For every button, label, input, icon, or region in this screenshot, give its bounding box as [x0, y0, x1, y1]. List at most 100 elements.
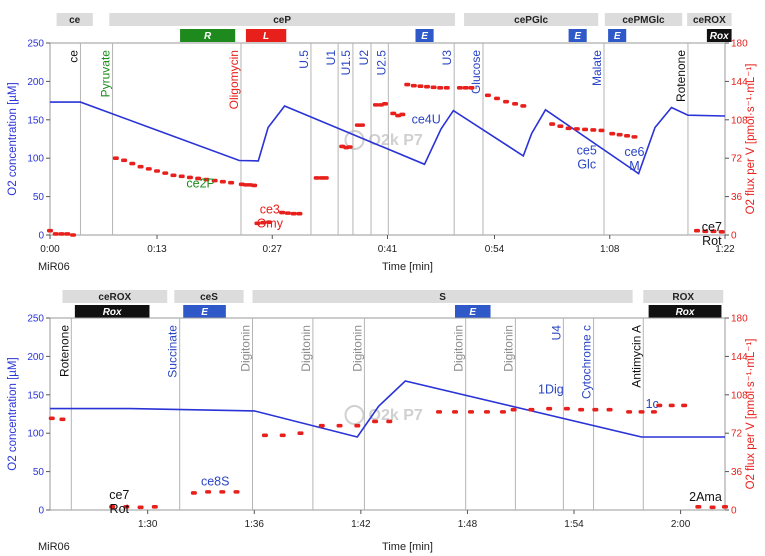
y-left-tick-label: 100 [27, 429, 44, 440]
annotation-text: ce7 [702, 220, 722, 234]
flux-point [563, 406, 570, 411]
y-left-tick-label: 250 [27, 39, 44, 50]
flux-point [609, 131, 616, 136]
event-label: Rotenone [674, 50, 688, 102]
flux-segment [695, 505, 728, 510]
event-label: Succinate [166, 325, 180, 378]
chart-panel-2: ceROX ceS S ROX Rox E E Rox O2k P7 Rotenone Succin… [7, 290, 757, 553]
state-label: ceROX [693, 15, 726, 26]
x-tick-label: 0:00 [40, 244, 60, 255]
state-bar [56, 13, 93, 26]
annotation: ce8S [201, 474, 230, 488]
flux-point [372, 103, 379, 107]
flux-segment [47, 228, 77, 237]
flux-segment [254, 220, 272, 226]
flux-point [694, 228, 701, 233]
flux-point [318, 423, 325, 428]
medium-label: MiR06 [38, 261, 70, 273]
flux-point [151, 505, 158, 509]
flux-point [456, 86, 463, 90]
flux-point [573, 127, 580, 131]
flux-point [290, 211, 297, 216]
flux-point [437, 86, 444, 90]
event-label: U2 [357, 50, 371, 66]
y-right-tick-label: 180 [731, 314, 748, 325]
flux-point [468, 86, 475, 90]
flux-point [336, 423, 343, 428]
flux-point [499, 410, 506, 414]
flux-point [121, 158, 128, 163]
annotation-text: ce3 [260, 202, 280, 216]
flux-point [162, 171, 169, 175]
tag-bar [608, 29, 627, 42]
tag-label: E [201, 307, 208, 318]
annotation: 2Ama [689, 490, 722, 504]
tag-label: L [263, 31, 269, 42]
x-axis-title: Time [min] [382, 261, 433, 273]
event-label: U.5 [297, 50, 311, 69]
state-bar [687, 13, 732, 26]
y-right-tick-label: 72 [731, 429, 743, 440]
flux-segment [318, 423, 361, 428]
flux-segment [390, 111, 406, 118]
flux-point [436, 410, 443, 414]
event-label: U1 [324, 50, 338, 66]
annotation-text: Omy [257, 216, 284, 230]
flux-point [592, 407, 599, 412]
flux-point [372, 419, 379, 424]
flux-point [284, 211, 291, 215]
flux-point [510, 407, 517, 412]
annotation-text: ce6 [624, 145, 644, 159]
flux-segment [609, 131, 638, 139]
flux-point [170, 173, 177, 178]
flux-point [578, 407, 585, 412]
flux-point [251, 183, 258, 188]
state-label: ROX [672, 292, 694, 303]
y-left-tick-label: 150 [27, 390, 44, 401]
watermark-logo [344, 405, 365, 425]
x-tick-label: 0:54 [485, 244, 505, 255]
annotation-text: ce5 [577, 143, 597, 157]
flux-point [137, 505, 144, 510]
flux-point [64, 232, 71, 236]
y-right-tick-label: 0 [731, 506, 737, 517]
flux-point [203, 177, 210, 182]
tag-bar [455, 305, 491, 318]
flux-segment [510, 406, 570, 412]
tag-label: E [421, 31, 428, 42]
flux-point [493, 96, 500, 101]
flux-point [109, 505, 116, 509]
tag-label: Rox [676, 307, 695, 318]
watermark: O2k P7 [369, 407, 423, 424]
state-bar [252, 290, 633, 303]
state-label: cePMGlc [622, 15, 665, 26]
flux-point [297, 431, 304, 435]
flux-segment [578, 407, 613, 412]
state-label: ceROX [98, 292, 131, 303]
flux-point [656, 403, 663, 408]
annotation-text: ce8S [201, 474, 230, 488]
flux-point [205, 490, 212, 494]
flux-point [462, 86, 469, 90]
flux-segment [354, 123, 365, 127]
flux-point [503, 99, 510, 104]
event-label: Rotenone [57, 325, 71, 377]
watermark: O2k P7 [369, 132, 423, 149]
flux-point [557, 124, 564, 128]
flux-point [417, 84, 424, 88]
y-right-tick-label: 0 [731, 231, 737, 242]
y-left-tick-label: 250 [27, 314, 44, 325]
y-right-axis-title: O2 flux per V [pmol·s⁻¹·mL⁻¹] [745, 339, 757, 490]
x-axis-title: Time [min] [382, 541, 433, 553]
flux-point [546, 406, 553, 411]
tag-bar [180, 29, 236, 42]
annotation: ce2P [186, 176, 215, 190]
watermark-logo [344, 130, 365, 150]
flux-point [382, 102, 389, 106]
y-left-tick-label: 200 [27, 352, 44, 363]
flux-point [190, 491, 197, 495]
event-label: Digitonin [299, 325, 313, 372]
